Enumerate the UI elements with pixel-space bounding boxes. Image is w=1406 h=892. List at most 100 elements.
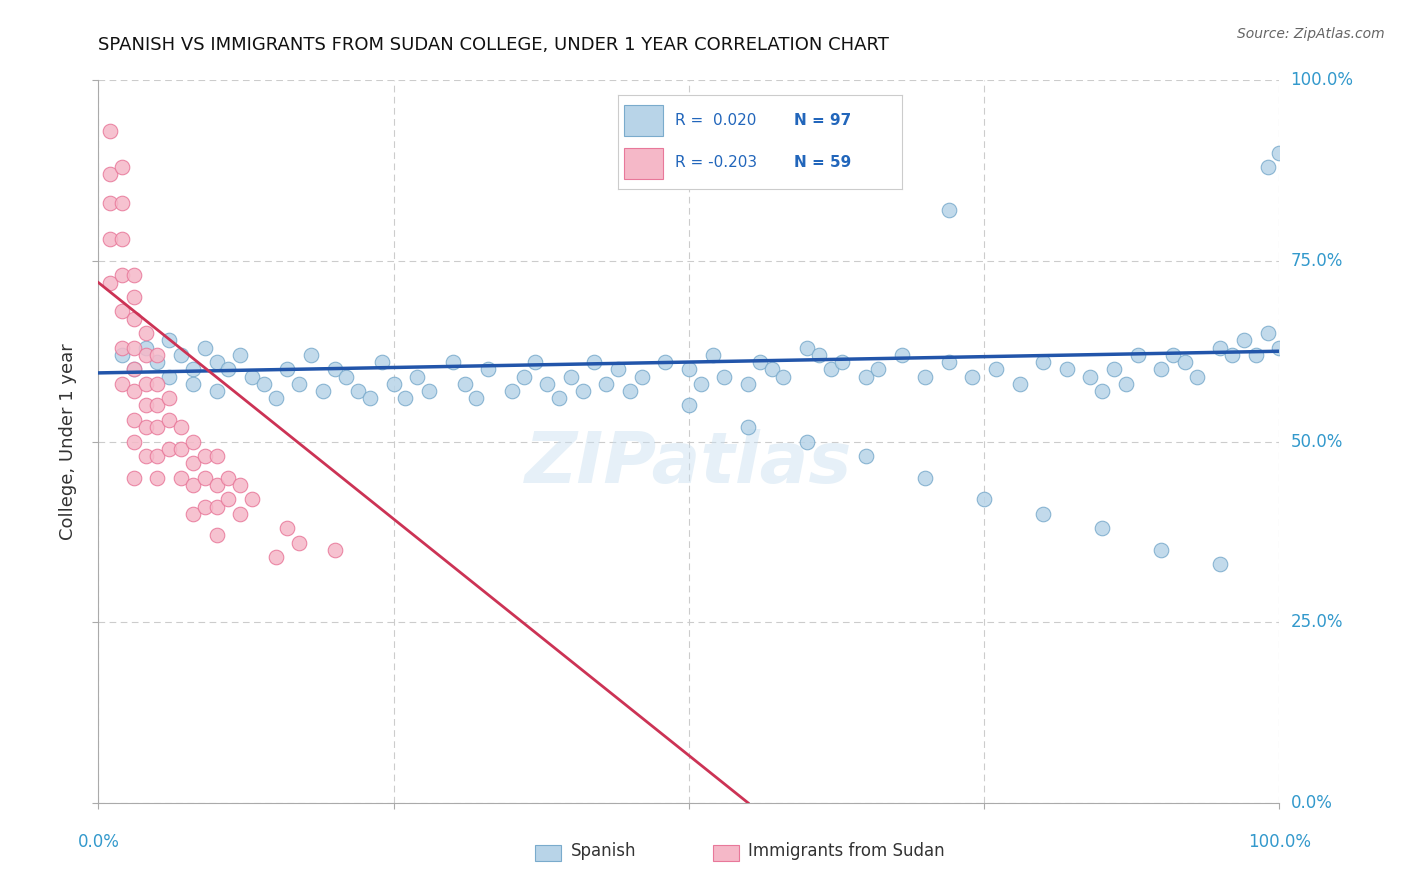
Point <box>1102 362 1125 376</box>
Point <box>962 369 984 384</box>
Point <box>1268 145 1291 160</box>
Point <box>135 376 157 391</box>
Point <box>914 470 936 484</box>
Point <box>536 376 558 391</box>
Point <box>441 355 464 369</box>
Point <box>973 492 995 507</box>
Point <box>181 478 204 492</box>
Point <box>1115 376 1137 391</box>
Point <box>276 521 298 535</box>
Point <box>146 449 169 463</box>
Point <box>737 376 759 391</box>
Point <box>146 470 169 484</box>
Point <box>122 434 145 449</box>
Point <box>122 311 145 326</box>
Point <box>122 362 145 376</box>
Point <box>98 196 121 211</box>
Point <box>1209 558 1232 572</box>
FancyBboxPatch shape <box>536 845 561 861</box>
FancyBboxPatch shape <box>713 845 738 861</box>
Point <box>170 348 193 362</box>
Text: 75.0%: 75.0% <box>1291 252 1343 270</box>
Text: 100.0%: 100.0% <box>1291 71 1354 89</box>
Point <box>796 434 818 449</box>
Point <box>1220 348 1243 362</box>
Point <box>607 362 630 376</box>
Point <box>678 362 700 376</box>
Point <box>890 348 912 362</box>
Point <box>111 341 134 355</box>
Point <box>98 276 121 290</box>
Point <box>689 376 711 391</box>
Text: 0.0%: 0.0% <box>77 833 120 851</box>
Point <box>512 369 534 384</box>
Point <box>146 348 169 362</box>
Point <box>194 500 217 514</box>
Point <box>1233 334 1256 348</box>
Point <box>205 528 228 542</box>
Point <box>111 376 134 391</box>
Point <box>111 160 134 174</box>
Point <box>914 369 936 384</box>
Point <box>98 232 121 246</box>
Point <box>146 376 169 391</box>
Point <box>595 376 617 391</box>
Point <box>157 334 180 348</box>
Point <box>170 420 193 434</box>
Point <box>323 542 346 557</box>
Point <box>312 384 335 398</box>
Point <box>748 355 770 369</box>
Point <box>796 341 818 355</box>
Text: 25.0%: 25.0% <box>1291 613 1343 632</box>
Point <box>122 384 145 398</box>
Point <box>1161 348 1184 362</box>
Text: SPANISH VS IMMIGRANTS FROM SUDAN COLLEGE, UNDER 1 YEAR CORRELATION CHART: SPANISH VS IMMIGRANTS FROM SUDAN COLLEGE… <box>98 36 890 54</box>
Point <box>406 369 429 384</box>
Point <box>111 232 134 246</box>
Point <box>630 369 652 384</box>
Point <box>194 470 217 484</box>
Point <box>135 348 157 362</box>
Point <box>205 449 228 463</box>
Point <box>135 398 157 412</box>
Point <box>1257 160 1279 174</box>
Point <box>1244 348 1267 362</box>
Point <box>1056 362 1078 376</box>
Point <box>678 398 700 412</box>
Point <box>984 362 1007 376</box>
Point <box>122 290 145 304</box>
Point <box>205 355 228 369</box>
Point <box>98 124 121 138</box>
Point <box>359 391 381 405</box>
Point <box>938 203 960 218</box>
Point <box>205 384 228 398</box>
Text: 50.0%: 50.0% <box>1291 433 1343 450</box>
Point <box>1209 341 1232 355</box>
Point <box>1268 341 1291 355</box>
Point <box>157 413 180 427</box>
Point <box>194 449 217 463</box>
Point <box>122 362 145 376</box>
Point <box>135 326 157 340</box>
Point <box>170 442 193 456</box>
Point <box>1008 376 1031 391</box>
Point <box>831 355 853 369</box>
Point <box>1080 369 1102 384</box>
Text: 0.0%: 0.0% <box>1291 794 1333 812</box>
Point <box>217 492 239 507</box>
Point <box>181 507 204 521</box>
Point <box>157 442 180 456</box>
Point <box>264 391 287 405</box>
Point <box>1091 521 1114 535</box>
Point <box>654 355 676 369</box>
Point <box>938 355 960 369</box>
Point <box>229 507 252 521</box>
Point <box>276 362 298 376</box>
Point <box>382 376 405 391</box>
Point <box>1126 348 1149 362</box>
Point <box>170 470 193 484</box>
Point <box>855 369 877 384</box>
Point <box>146 398 169 412</box>
Text: ZIPatlas: ZIPatlas <box>526 429 852 498</box>
Point <box>122 268 145 283</box>
